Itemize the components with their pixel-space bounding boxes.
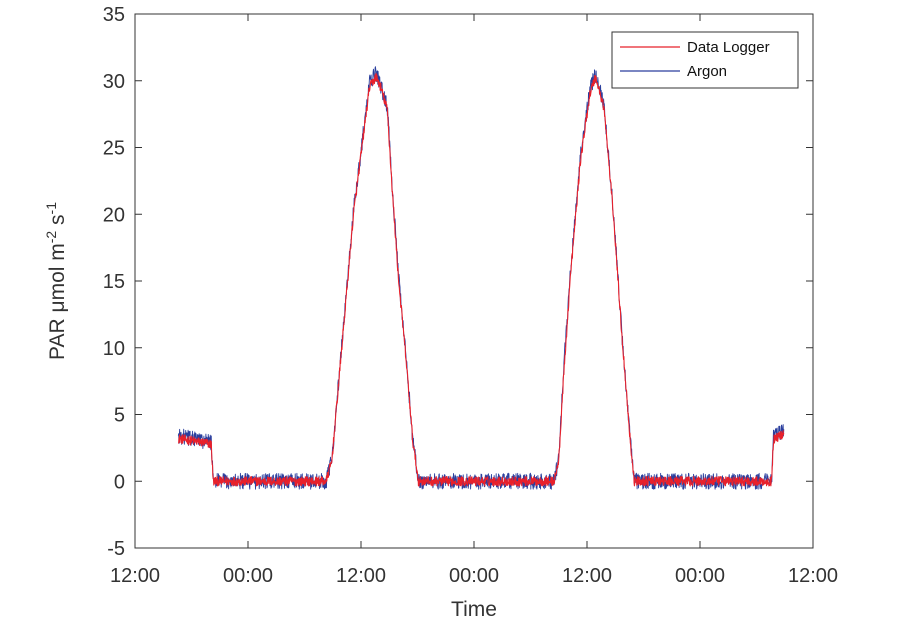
- legend: Data Logger Argon: [611, 31, 799, 89]
- y-axis-title-main: PAR μmol m: [46, 243, 69, 360]
- y-tick-label: 30: [103, 71, 125, 93]
- x-axis-ticks: 12:00 00:00 12:00 00:00 12:00 00:00 12:00: [110, 14, 838, 587]
- x-tick-label: 12:00: [336, 565, 386, 587]
- legend-label-data-logger: Data Logger: [687, 39, 770, 56]
- y-axis-title-mid: s: [46, 214, 69, 230]
- series-line-data-logger: [178, 72, 785, 487]
- series-layer: [177, 66, 785, 490]
- plot-area: [134, 13, 814, 549]
- y-tick-label: 10: [103, 338, 125, 360]
- x-tick-label: 12:00: [110, 565, 160, 587]
- x-tick-label: 00:00: [675, 565, 725, 587]
- y-axis-title: PAR μmol m-2 s-1: [43, 202, 69, 360]
- y-axis-title-exp2: -1: [43, 202, 59, 215]
- y-tick-label: 15: [103, 271, 125, 293]
- y-tick-label: 20: [103, 204, 125, 226]
- x-tick-label: 12:00: [788, 565, 838, 587]
- x-tick-label: 00:00: [223, 565, 273, 587]
- y-tick-label: 5: [114, 405, 125, 427]
- x-tick-label: 00:00: [449, 565, 499, 587]
- legend-box: [611, 31, 799, 89]
- y-tick-label: 35: [103, 4, 125, 26]
- x-axis-title: Time: [451, 598, 497, 621]
- y-axis-ticks: -5 0 5 10 15 20 25 30 35: [103, 4, 813, 560]
- legend-label-argon: Argon: [687, 63, 727, 80]
- y-tick-label: 25: [103, 138, 125, 160]
- x-tick-label: 12:00: [562, 565, 612, 587]
- y-axis-title-exp1: -2: [43, 231, 59, 244]
- y-tick-label: 0: [114, 471, 125, 493]
- y-tick-label: -5: [107, 538, 125, 560]
